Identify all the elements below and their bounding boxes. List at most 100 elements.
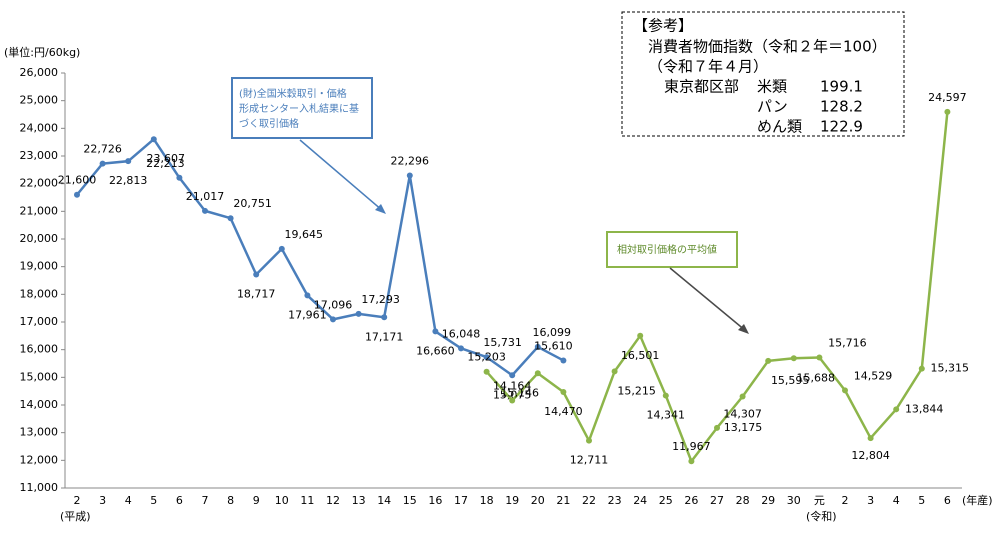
y-tick-label: 22,000 (20, 177, 59, 190)
data-label: 13,175 (724, 421, 763, 434)
reference-title: 【参考】 (633, 17, 693, 35)
data-point (893, 406, 900, 413)
data-point (458, 345, 464, 352)
reference-subtitle: 消費者物価指数（令和２年＝100） (648, 38, 887, 56)
data-label: 17,171 (365, 330, 404, 343)
y-tick-label: 15,000 (20, 370, 59, 383)
data-label: 16,501 (621, 349, 660, 362)
data-label: 22,213 (146, 157, 185, 170)
data-point (688, 458, 695, 465)
data-label: 14,341 (647, 409, 686, 422)
data-point (483, 368, 490, 375)
data-point (509, 372, 516, 379)
x-tick-label: 4 (125, 494, 132, 507)
legend-label: (財)全国米穀取引・価格形成センター入札結果に基づく取引価格 (239, 87, 359, 130)
data-label: 22,813 (109, 174, 148, 187)
x-tick-label: 30 (787, 494, 801, 507)
data-label: 15,146 (501, 386, 540, 399)
green-legend-box (606, 231, 738, 268)
data-point (150, 136, 157, 143)
data-point (253, 271, 260, 278)
x-tick-label: 28 (736, 494, 750, 507)
data-label: 14,529 (854, 369, 893, 382)
x-tick-label: 20 (531, 494, 545, 507)
data-label: 15,610 (534, 339, 573, 352)
reference-value: 122.9 (820, 118, 863, 136)
x-tick-label: 21 (556, 494, 570, 507)
data-point (125, 158, 132, 165)
y-tick-label: 23,000 (20, 149, 59, 162)
x-tick-label: 8 (227, 494, 234, 507)
y-tick-label: 13,000 (20, 426, 59, 439)
data-point (432, 328, 439, 335)
y-tick-label: 17,000 (20, 315, 59, 328)
x-tick-label: 16 (428, 494, 442, 507)
data-label: 17,293 (361, 293, 400, 306)
blue-arrow-head (375, 204, 386, 214)
series-line (76, 137, 564, 377)
data-label: 11,967 (672, 440, 711, 453)
data-label: 17,961 (288, 308, 327, 321)
data-label: 12,804 (851, 449, 890, 462)
x-axis-label: (年産) (962, 493, 993, 507)
data-point (483, 354, 490, 361)
data-label: 21,600 (58, 174, 97, 187)
data-label: 14,164 (493, 379, 532, 392)
data-label: 16,099 (533, 326, 572, 339)
data-label: 24,597 (928, 91, 967, 104)
data-label: 15,731 (483, 336, 522, 349)
data-label: 14,307 (723, 408, 762, 421)
data-label: 14,470 (544, 405, 583, 418)
data-label: 16,048 (442, 327, 481, 340)
data-label: 15,595 (771, 374, 810, 387)
data-label: 13,844 (905, 402, 944, 415)
x-tick-label: 5 (918, 494, 925, 507)
data-point (278, 245, 285, 252)
data-point (586, 437, 592, 444)
x-tick-label: 5 (150, 494, 157, 507)
data-label: 18,717 (237, 287, 276, 300)
blue-legend-box (231, 77, 373, 139)
x-tick-label: 10 (275, 494, 289, 507)
x-tick-label: 26 (684, 494, 698, 507)
x-tick-label: 29 (761, 494, 775, 507)
data-point (227, 215, 234, 222)
legend-label: 相対取引価格の平均値 (617, 243, 717, 256)
x-tick-label: 15 (403, 494, 417, 507)
x-tick-label: 24 (633, 494, 647, 507)
x-tick-label: 2 (74, 494, 81, 507)
x-tick-label: 3 (99, 494, 106, 507)
data-point (867, 435, 874, 442)
x-tick-label: 2 (842, 494, 849, 507)
reference-item: 米類 (757, 78, 787, 96)
x-tick-label: 4 (893, 494, 900, 507)
y-tick-label: 26,000 (20, 66, 59, 79)
data-point (765, 357, 772, 364)
data-label: 15,203 (467, 351, 506, 364)
data-point (560, 388, 567, 395)
data-point (637, 332, 644, 339)
data-point (355, 310, 362, 317)
data-point (509, 397, 516, 404)
data-label: 17,096 (314, 298, 353, 311)
y-tick-label: 19,000 (20, 260, 59, 273)
x-tick-label: 9 (253, 494, 260, 507)
x-tick-label: 14 (377, 494, 391, 507)
data-point (842, 387, 848, 394)
data-point (611, 368, 618, 375)
data-label: 23,607 (147, 152, 186, 165)
data-point (534, 370, 541, 377)
x-tick-label: 11 (300, 494, 314, 507)
data-label: 21,017 (186, 190, 225, 203)
data-label: 16,660 (416, 344, 455, 357)
x-tick-label: 18 (480, 494, 494, 507)
y-tick-label: 16,000 (20, 343, 59, 356)
y-tick-label: 21,000 (20, 204, 59, 217)
data-label: 22,296 (391, 154, 430, 167)
data-label: 22,726 (83, 143, 122, 156)
x-tick-label: 19 (505, 494, 519, 507)
data-label: 19,645 (285, 228, 324, 241)
data-point (739, 393, 746, 400)
era-label: (平成) (60, 510, 91, 523)
